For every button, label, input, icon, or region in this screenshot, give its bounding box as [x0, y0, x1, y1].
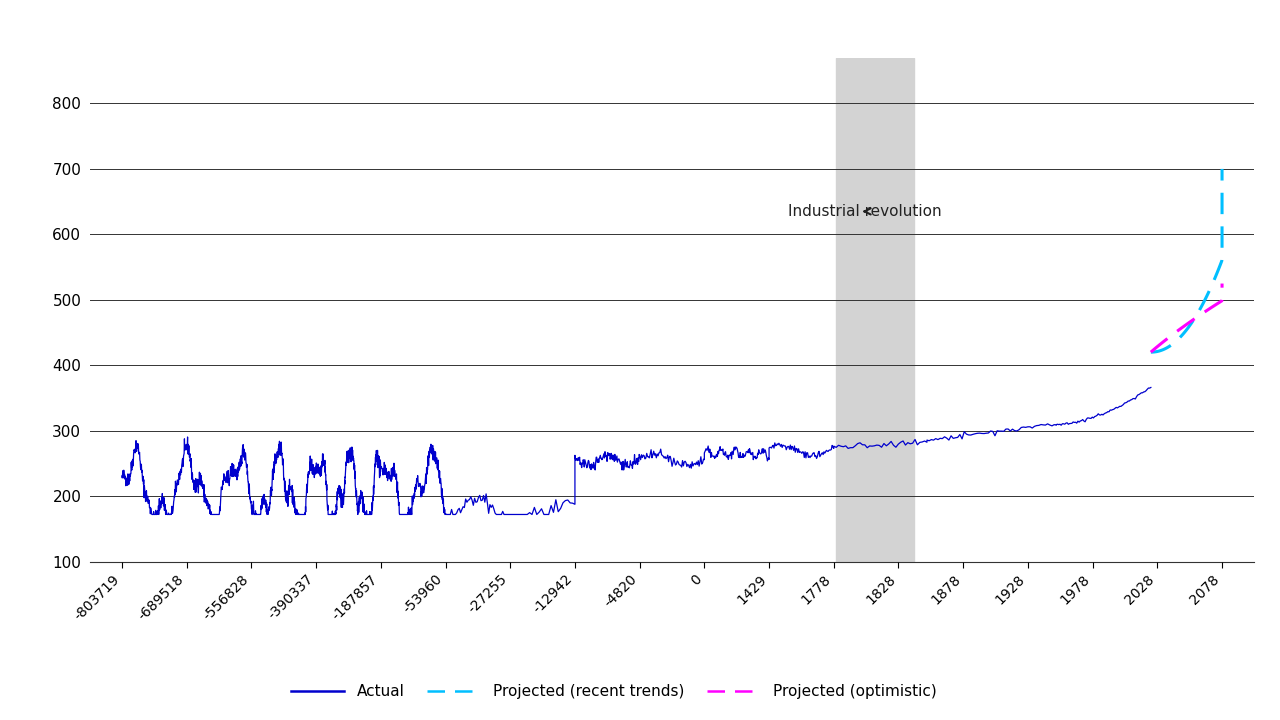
Bar — [836, 58, 914, 562]
Text: Industrial revolution: Industrial revolution — [787, 204, 941, 219]
Legend: Actual, Projected (recent trends), Projected (optimistic): Actual, Projected (recent trends), Proje… — [284, 678, 943, 705]
